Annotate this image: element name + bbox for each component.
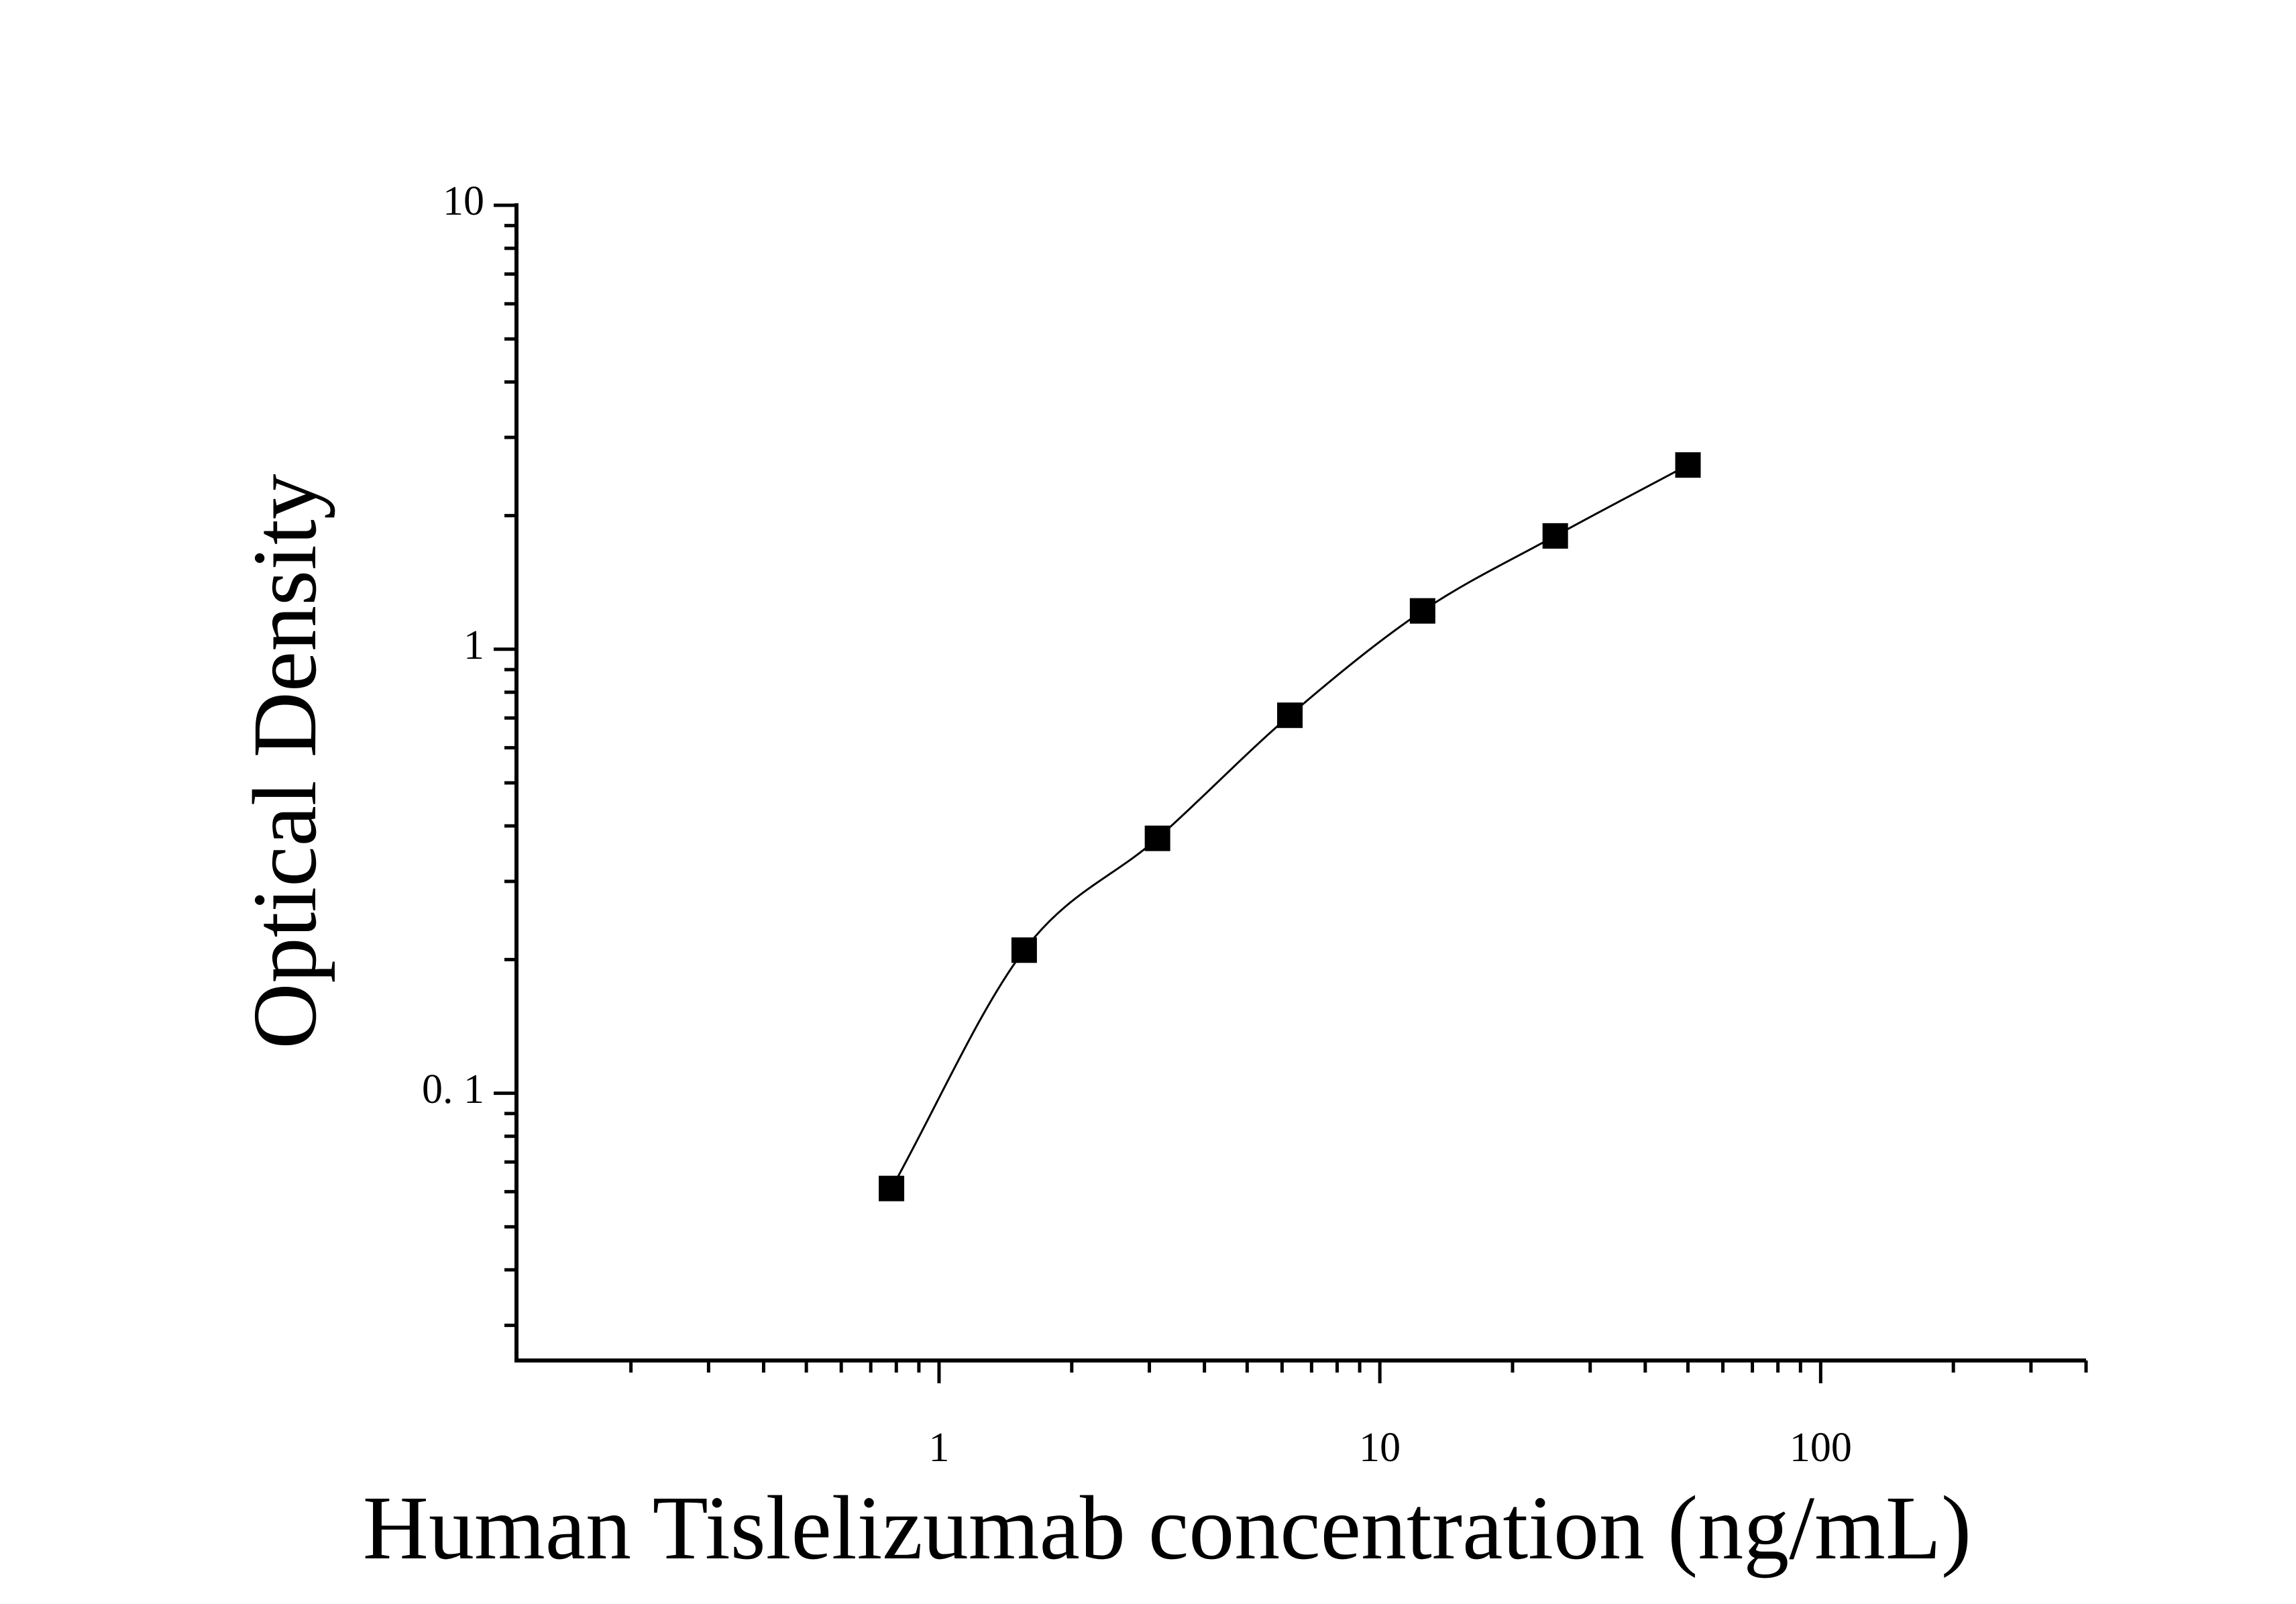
- x-tick-labels: 1 10 100: [928, 1425, 1851, 1471]
- y-axis-title: Optical Density: [235, 474, 335, 1049]
- x-tick-label: 100: [1790, 1425, 1852, 1471]
- y-axis-ticks: [494, 203, 516, 1328]
- data-point: [1675, 452, 1701, 478]
- x-axis-title: Human Tislelizumab concentration (ng/mL): [363, 1478, 1971, 1579]
- data-point: [1144, 825, 1170, 851]
- y-tick-label: 1: [463, 623, 484, 668]
- x-tick-label: 1: [928, 1425, 949, 1471]
- data-point: [1542, 523, 1568, 549]
- fit-curve-layer: [890, 464, 1689, 1189]
- data-point: [1277, 702, 1303, 729]
- data-point: [1011, 937, 1037, 963]
- marker-layer: [879, 452, 1701, 1201]
- data-point: [1409, 598, 1435, 624]
- y-tick-label: 0. 1: [422, 1067, 484, 1112]
- fit-curve: [890, 464, 1689, 1189]
- x-tick-label: 10: [1359, 1425, 1401, 1471]
- x-axis-ticks: [629, 1360, 2088, 1383]
- y-tick-label: 10: [443, 178, 484, 224]
- axes: [494, 203, 2088, 1383]
- data-point: [879, 1175, 905, 1201]
- y-tick-labels: 0. 1 1 10: [422, 178, 484, 1112]
